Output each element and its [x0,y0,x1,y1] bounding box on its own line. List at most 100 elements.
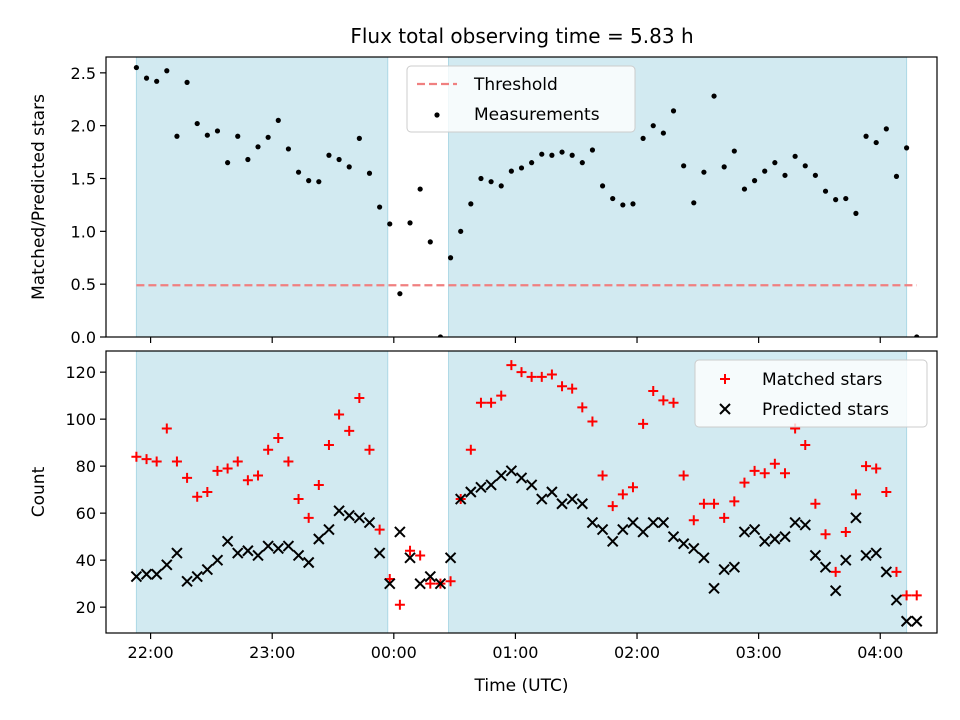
measurement-point [387,221,393,227]
measurement-point [751,178,758,184]
measurement-point [154,78,160,84]
y-axis-label: Matched/Predicted stars [29,94,49,300]
predicted-star-point [373,547,386,559]
predicted-star-point [465,486,477,498]
measurement-point [356,135,362,141]
predicted-star-point [242,545,254,557]
predicted-star-point [282,540,295,552]
predicted-star-point [191,570,203,583]
measurement-point [346,164,352,170]
predicted-star-point [292,549,305,562]
measurement-point [782,172,788,178]
predicted-star-point [140,568,153,580]
predicted-star-point [759,535,771,548]
matched-star-point [648,385,659,396]
y-tick-label: 60 [76,504,96,523]
predicted-star-point [556,498,568,510]
predicted-star-point [647,516,659,529]
predicted-star-point [536,493,548,505]
measurement-point [711,93,717,99]
legend-predicted-swatch [719,403,731,415]
measurement-point [133,64,140,71]
matched-star-point [182,472,193,483]
measurement-point [478,175,484,182]
matched-star-point [222,463,233,474]
measurement-point [326,152,332,158]
predicted-star-point [840,554,852,566]
matched-star-point [729,496,740,507]
predicted-star-point [272,542,284,555]
predicted-star-point [495,469,507,482]
matched-star-point [344,425,355,436]
predicted-star-point [657,516,670,529]
matched-star-point [263,444,274,455]
predicted-star-point [606,535,619,548]
legend-matched-swatch [720,374,730,384]
predicted-star-point [201,563,214,576]
measurement-point [295,169,302,175]
x-tick-label: 00:00 [371,643,417,662]
measurement-point [508,168,514,174]
predicted-star-point [698,552,710,564]
predicted-star-point [576,498,589,510]
measurement-point [883,126,889,132]
matched-star-point [739,477,750,488]
predicted-star-point [890,594,903,606]
matched-star-point [445,576,456,587]
matched-star-point [202,487,213,497]
matched-star-point [881,487,892,497]
measurement-point [731,148,737,154]
predicted-star-point [779,530,791,543]
measurement-point [194,120,200,127]
measurement-point [427,239,433,245]
matched-star-point [658,395,669,406]
measurement-point [569,152,575,158]
matched-star-point [810,498,821,509]
predicted-star-point [232,547,244,559]
observing-window [135,56,389,338]
axes-frame [105,350,938,634]
measurement-point [772,160,778,166]
measurement-point [245,156,251,163]
measurement-point [235,133,241,139]
predicted-star-point [333,505,345,517]
predicted-star-point [738,526,751,538]
predicted-star-point [596,523,609,536]
matched-star-point [516,367,527,378]
measurement-point [660,130,666,136]
matched-star-point [749,465,760,476]
matched-star-point [871,463,882,474]
y-tick-label: 80 [76,457,96,476]
measurement-point [468,201,474,207]
y-tick-label: 20 [76,598,96,617]
measurement-point [447,255,454,261]
top-panel: 0.0 0.5 1.0 1.5 2.0 2.5 Matched/Predicted star… [29,56,938,347]
matched-star-point [759,468,770,479]
predicted-star-point [252,549,264,562]
measurement-point [701,169,707,175]
predicted-star-point [323,523,335,536]
measurement-point [397,291,403,297]
predicted-star-point [130,570,143,583]
x-tick-label: 02:00 [614,643,660,662]
matched-star-point [212,465,223,476]
matched-star-point [374,524,385,535]
y-tick-label: 0.0 [71,328,96,347]
measurement-point [853,210,859,216]
axes-frame [105,56,938,338]
legend: Matched stars Predicted stars [694,359,928,428]
measurement-point [316,179,322,185]
predicted-star-point [769,533,781,545]
measurement-point [893,173,900,179]
legend-matched-label: Matched stars [762,370,882,390]
predicted-star-point [900,615,913,627]
predicted-star-point [262,540,274,552]
legend-predicted-label: Predicted stars [762,400,889,420]
legend-box [694,359,928,428]
y-tick-label: 2.5 [71,64,96,83]
matched-star-point [536,371,547,382]
matched-star-point [861,461,872,472]
measurement-point [670,108,677,114]
matched-star-point [607,501,618,512]
y-tick-label: 100 [65,410,96,429]
